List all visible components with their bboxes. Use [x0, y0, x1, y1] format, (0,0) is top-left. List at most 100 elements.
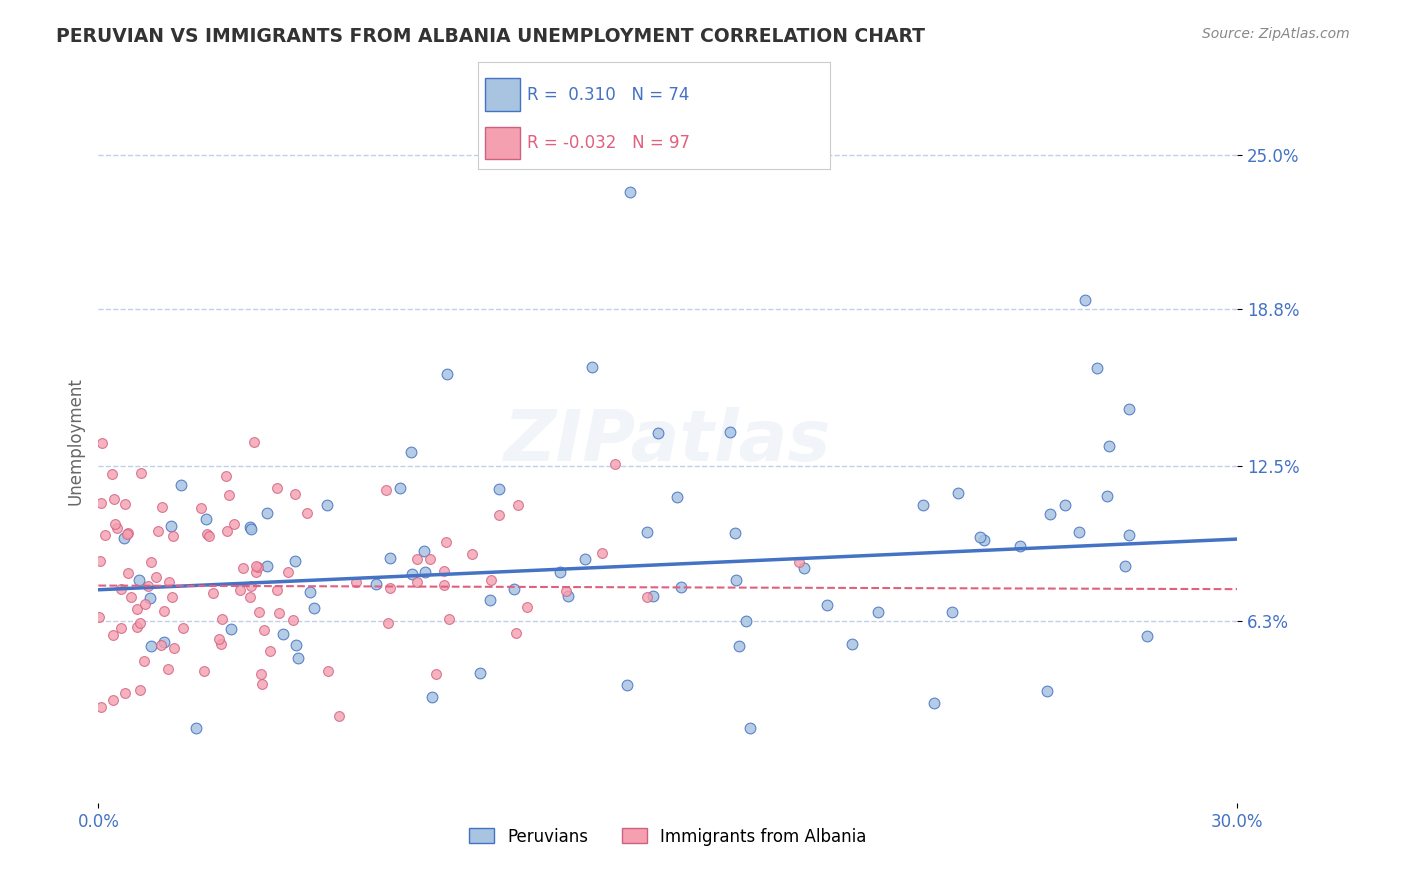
Point: [793, 561, 815, 575]
Point: [103, 491, 125, 506]
Text: R =  0.310   N = 74: R = 0.310 N = 74: [527, 86, 689, 103]
Point: [488, 508, 510, 522]
Point: [229, 582, 252, 597]
Point: [419, 552, 441, 566]
Point: [1085, 360, 1108, 375]
Point: [172, 621, 194, 635]
Point: [240, 522, 263, 536]
Point: [468, 665, 491, 680]
Point: [603, 458, 626, 472]
Point: [221, 622, 243, 636]
Point: [224, 517, 246, 532]
Point: [103, 693, 125, 707]
Point: [157, 574, 180, 589]
Point: [1074, 293, 1097, 307]
Point: [548, 565, 571, 579]
Point: [91, 435, 114, 450]
Point: [479, 573, 502, 587]
Point: [406, 575, 429, 590]
Point: [433, 578, 456, 592]
Point: [209, 637, 232, 651]
Point: [374, 483, 396, 497]
Point: [734, 614, 756, 628]
Point: [922, 696, 945, 710]
Point: [129, 466, 152, 480]
Point: [256, 559, 278, 574]
Point: [104, 516, 127, 531]
Point: [245, 565, 267, 579]
Point: [128, 573, 150, 587]
Y-axis label: Unemployment: Unemployment: [66, 377, 84, 506]
Point: [112, 531, 135, 545]
Point: [1136, 629, 1159, 643]
Point: [150, 638, 173, 652]
Point: [619, 186, 641, 200]
Point: [284, 554, 307, 568]
Point: [641, 589, 664, 603]
Legend: Peruvians, Immigrants from Albania: Peruvians, Immigrants from Albania: [463, 821, 873, 852]
Point: [574, 552, 596, 566]
Point: [194, 511, 217, 525]
Point: [866, 605, 889, 619]
Point: [815, 598, 838, 612]
Point: [502, 582, 524, 596]
Point: [406, 551, 429, 566]
Point: [1039, 507, 1062, 521]
Point: [89, 609, 111, 624]
Point: [198, 529, 221, 543]
Point: [232, 561, 254, 575]
Point: [425, 667, 447, 681]
Point: [114, 686, 136, 700]
Point: [250, 666, 273, 681]
Point: [506, 498, 529, 512]
Point: [434, 535, 457, 549]
Point: [1036, 683, 1059, 698]
Point: [197, 527, 219, 541]
Point: [120, 591, 142, 605]
Point: [193, 664, 215, 678]
Point: [252, 677, 274, 691]
Point: [125, 602, 148, 616]
Point: [366, 577, 388, 591]
Point: [516, 600, 538, 615]
Point: [103, 627, 125, 641]
FancyBboxPatch shape: [485, 78, 520, 111]
Point: [437, 612, 460, 626]
Point: [253, 624, 276, 638]
Point: [239, 520, 262, 534]
Point: [1095, 489, 1118, 503]
Point: [399, 445, 422, 459]
Point: [110, 621, 132, 635]
Point: [100, 467, 122, 482]
Point: [145, 570, 167, 584]
Point: [211, 612, 233, 626]
Point: [505, 626, 527, 640]
Point: [912, 498, 935, 512]
Point: [841, 637, 863, 651]
Point: [162, 590, 184, 604]
Text: PERUVIAN VS IMMIGRANTS FROM ALBANIA UNEMPLOYMENT CORRELATION CHART: PERUVIAN VS IMMIGRANTS FROM ALBANIA UNEM…: [56, 27, 925, 45]
Point: [666, 490, 689, 504]
Point: [725, 573, 748, 587]
Point: [1118, 528, 1140, 542]
Point: [129, 615, 152, 630]
Point: [581, 359, 603, 374]
Point: [377, 615, 399, 630]
Point: [239, 579, 262, 593]
Point: [281, 614, 304, 628]
Point: [422, 690, 444, 705]
Point: [302, 601, 325, 615]
Point: [266, 582, 288, 597]
Point: [132, 654, 155, 668]
Point: [141, 640, 163, 654]
Point: [740, 721, 762, 735]
Point: [184, 721, 207, 735]
Point: [117, 566, 139, 581]
Point: [1118, 402, 1140, 417]
Point: [378, 551, 401, 566]
Point: [969, 530, 991, 544]
Point: [201, 586, 224, 600]
Point: [728, 639, 751, 653]
Point: [1008, 539, 1031, 553]
Point: [245, 558, 267, 573]
